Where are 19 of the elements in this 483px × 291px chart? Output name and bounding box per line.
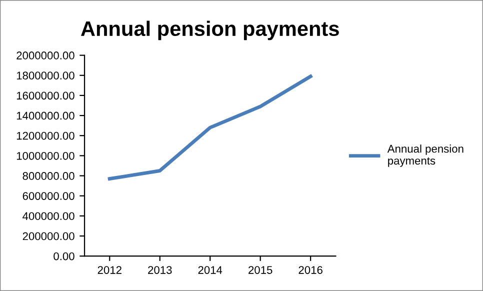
y-tick-label: 800000.00: [22, 172, 74, 180]
x-tick-label: 2016: [298, 266, 322, 274]
y-tick-label: 0.00: [54, 252, 74, 260]
y-tick-label: 1000000.00: [16, 152, 74, 160]
y-tick-label: 1600000.00: [16, 92, 74, 100]
y-tick-label: 1200000.00: [16, 132, 74, 140]
x-tick-label: 2012: [98, 266, 122, 274]
y-tick-label: 2000000.00: [16, 52, 74, 60]
y-tick-label: 1400000.00: [16, 112, 74, 120]
y-tick-label: 400000.00: [22, 212, 74, 220]
y-tick-label: 1800000.00: [16, 72, 74, 80]
x-tick-label: 2013: [148, 266, 172, 274]
y-tick-label: 200000.00: [22, 232, 74, 240]
legend-label: Annual pension payments: [387, 144, 464, 167]
x-tick-label: 2014: [198, 266, 222, 274]
x-tick-label: 2015: [248, 266, 272, 274]
chart-title: Annual pension payments: [80, 20, 339, 40]
y-tick-label: 600000.00: [22, 192, 74, 200]
line-series: [108, 74, 312, 181]
